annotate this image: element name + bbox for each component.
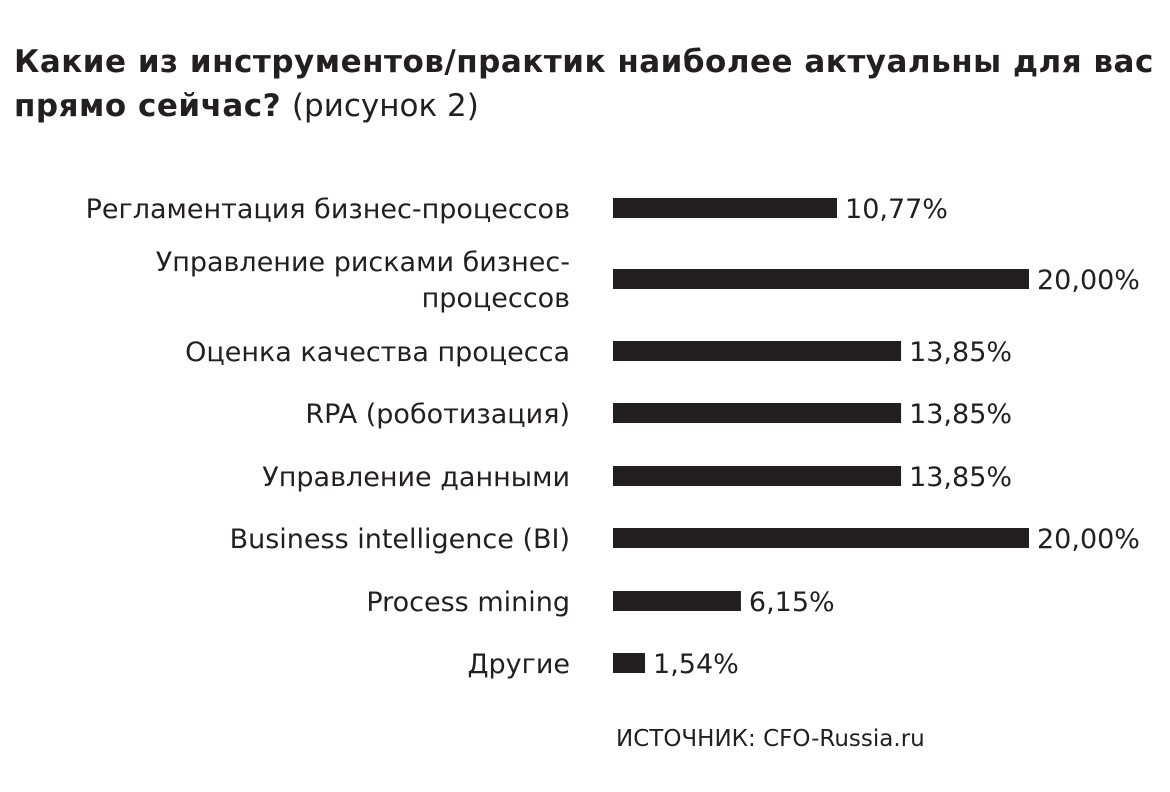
- bar: [613, 403, 902, 423]
- category-label: Business intelligence (BI): [230, 524, 570, 555]
- bar: [613, 466, 902, 486]
- category-label: RPA (роботизация): [305, 399, 570, 430]
- category-label: процессов: [422, 283, 570, 314]
- bar-value-label: 13,85%: [909, 462, 1012, 493]
- category-label: Оценка качества процесса: [185, 337, 570, 368]
- chart-title-figure-ref: (рисунок 2): [291, 88, 479, 124]
- category-label: Другие: [467, 649, 570, 680]
- bar: [613, 528, 1029, 548]
- bar: [613, 341, 902, 361]
- category-label: Process mining: [366, 587, 570, 618]
- chart-title: Какие из инструментов/практик наиболее а…: [14, 40, 1154, 128]
- source-note: ИСТОЧНИК: CFO-Russia.ru: [616, 726, 925, 752]
- category-label: Регламентация бизнес-процессов: [86, 194, 570, 225]
- bar-chart: 10,77% Регламентация бизнес-процессов 20,0…: [86, 194, 1140, 680]
- bar-value-label: 20,00%: [1037, 524, 1140, 555]
- category-label: Управление рисками бизнес-: [156, 247, 570, 278]
- bar-value-label: 13,85%: [909, 399, 1012, 430]
- bar-value-label: 6,15%: [749, 587, 835, 618]
- bar-value-label: 20,00%: [1037, 265, 1140, 296]
- category-label: Управление данными: [262, 462, 570, 493]
- bar: [613, 591, 741, 611]
- bar-value-label: 13,85%: [909, 337, 1012, 368]
- bar-value-label: 10,77%: [845, 194, 948, 225]
- bar: [613, 653, 646, 673]
- bar: [613, 269, 1029, 289]
- bar-value-label: 1,54%: [653, 649, 739, 680]
- chart-title-question: Какие из инструментов/практик наиболее а…: [14, 44, 1154, 124]
- bar: [613, 198, 838, 218]
